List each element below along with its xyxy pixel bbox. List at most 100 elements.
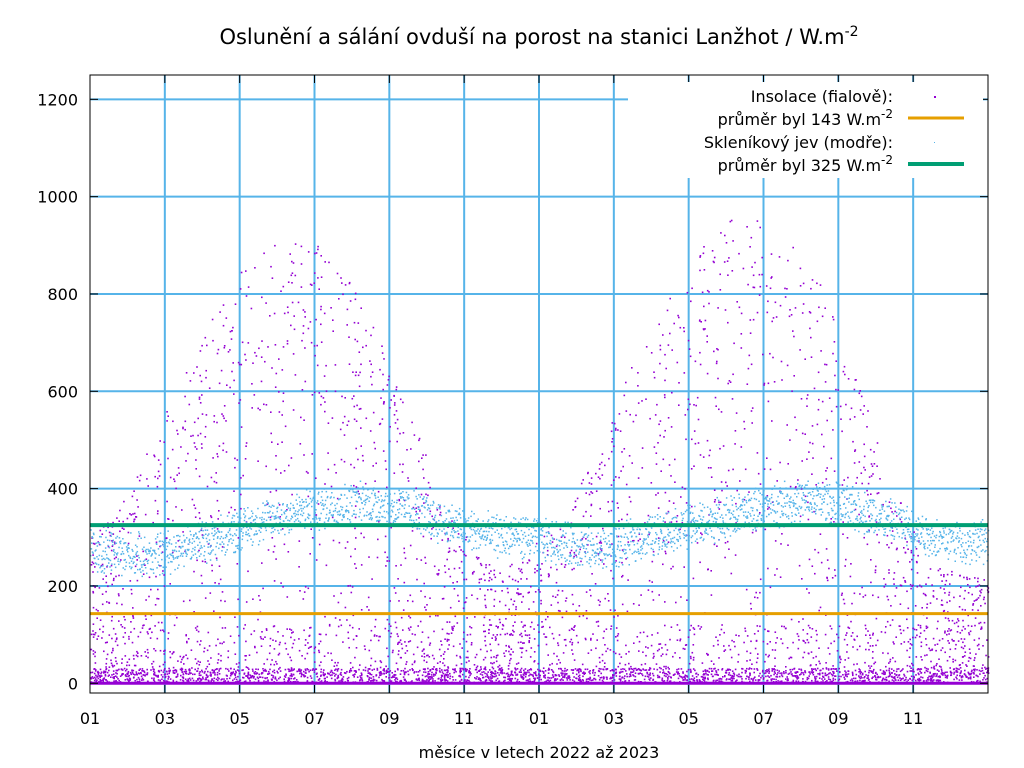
insolation-point-537 bbox=[201, 344, 203, 347]
insolation-point-84 bbox=[380, 397, 382, 399]
insolation-point-4471 bbox=[933, 679, 935, 681]
insolation-point-4177 bbox=[217, 653, 220, 655]
insolation-point-954 bbox=[148, 595, 150, 598]
insolation-point-2671 bbox=[652, 550, 655, 553]
insolation-point-803 bbox=[846, 537, 849, 539]
insolation-point-1416 bbox=[946, 633, 948, 636]
insolation-point-3235 bbox=[906, 664, 909, 667]
insolation-point-12 bbox=[963, 638, 966, 640]
insolation-point-3352 bbox=[587, 472, 589, 475]
insolation-point-2908 bbox=[811, 628, 814, 630]
insolation-point-4627 bbox=[902, 576, 905, 579]
insolation-point-1694 bbox=[378, 635, 380, 638]
insolation-point-4604 bbox=[426, 654, 428, 657]
insolation-point-4779 bbox=[181, 668, 184, 670]
insolation-point-3059 bbox=[348, 646, 350, 649]
insolation-point-1340 bbox=[453, 625, 455, 628]
insolation-point-4101 bbox=[983, 579, 985, 581]
insolation-point-276 bbox=[275, 468, 277, 471]
insolation-point-3485 bbox=[307, 668, 309, 671]
insolation-point-4427 bbox=[592, 670, 594, 672]
insolation-point-1635 bbox=[830, 457, 833, 460]
insolation-point-549 bbox=[215, 472, 217, 474]
insolation-point-4537 bbox=[897, 679, 900, 681]
insolation-point-705 bbox=[278, 643, 281, 646]
insolation-point-2064 bbox=[455, 670, 457, 673]
insolation-point-4327 bbox=[340, 592, 342, 595]
insolation-point-2829 bbox=[640, 669, 642, 672]
insolation-point-4709 bbox=[797, 680, 800, 683]
insolation-point-2578 bbox=[138, 479, 141, 482]
insolation-point-0 bbox=[678, 673, 680, 675]
insolation-point-387 bbox=[812, 671, 815, 673]
insolation-point-106 bbox=[811, 279, 814, 281]
insolation-point-4306 bbox=[423, 477, 425, 479]
insolation-point-1636 bbox=[846, 644, 849, 646]
insolation-point-4935 bbox=[653, 668, 655, 670]
insolation-point-2722 bbox=[250, 307, 253, 310]
insolation-point-3502 bbox=[552, 676, 554, 679]
insolation-point-3648 bbox=[92, 653, 95, 655]
insolation-point-2405 bbox=[303, 675, 305, 677]
insolation-point-2177 bbox=[494, 639, 497, 641]
insolation-point-4487 bbox=[498, 680, 501, 682]
insolation-point-3621 bbox=[629, 673, 632, 676]
insolation-point-3508 bbox=[373, 668, 375, 671]
insolation-point-4059 bbox=[919, 626, 922, 629]
insolation-point-2905 bbox=[344, 547, 347, 549]
insolation-point-3601 bbox=[215, 678, 218, 681]
insolation-point-2800 bbox=[429, 670, 431, 672]
insolation-point-2148 bbox=[633, 642, 635, 644]
insolation-point-4048 bbox=[543, 675, 545, 677]
insolation-point-547 bbox=[130, 588, 133, 591]
insolation-point-4027 bbox=[590, 649, 593, 651]
insolation-point-4316 bbox=[843, 666, 846, 668]
insolation-point-4812 bbox=[354, 527, 356, 530]
insolation-point-316 bbox=[189, 679, 192, 681]
insolation-point-4864 bbox=[553, 679, 556, 682]
insolation-point-2935 bbox=[111, 545, 114, 547]
insolation-point-4839 bbox=[847, 657, 850, 659]
insolation-point-4308 bbox=[743, 428, 746, 430]
insolation-point-3378 bbox=[156, 597, 158, 600]
insolation-point-3693 bbox=[572, 669, 575, 671]
insolation-point-1348 bbox=[232, 326, 234, 329]
insolation-point-3760 bbox=[100, 672, 102, 675]
insolation-point-575 bbox=[885, 669, 888, 672]
insolation-point-3327 bbox=[277, 672, 279, 674]
insolation-point-4710 bbox=[157, 459, 160, 461]
insolation-point-3989 bbox=[340, 458, 343, 461]
insolation-point-4060 bbox=[974, 624, 976, 627]
insolation-point-4881 bbox=[398, 641, 400, 644]
insolation-point-1187 bbox=[282, 635, 284, 637]
insolation-point-1248 bbox=[707, 674, 709, 676]
insolation-point-1389 bbox=[324, 483, 326, 485]
insolation-point-4764 bbox=[248, 678, 251, 680]
insolation-point-4907 bbox=[926, 603, 929, 605]
insolation-point-839 bbox=[589, 672, 591, 675]
insolation-point-2741 bbox=[205, 369, 207, 372]
insolation-point-1919 bbox=[175, 680, 178, 683]
insolation-point-866 bbox=[707, 467, 710, 469]
insolation-point-3893 bbox=[116, 637, 118, 639]
insolation-point-4539 bbox=[261, 296, 263, 299]
insolation-point-4743 bbox=[288, 679, 291, 681]
insolation-point-4569 bbox=[702, 678, 704, 681]
insolation-point-3135 bbox=[912, 636, 914, 639]
insolation-point-318 bbox=[560, 563, 563, 565]
insolation-point-270 bbox=[847, 626, 849, 629]
insolation-point-4232 bbox=[381, 680, 384, 682]
insolation-point-3830 bbox=[197, 678, 199, 680]
insolation-point-2497 bbox=[116, 669, 119, 672]
insolation-point-2109 bbox=[631, 367, 633, 369]
insolation-point-4658 bbox=[630, 668, 632, 670]
insolation-point-3528 bbox=[181, 509, 183, 511]
insolation-point-2250 bbox=[844, 678, 846, 680]
insolation-point-4602 bbox=[669, 680, 672, 682]
insolation-point-3581 bbox=[290, 677, 293, 680]
insolation-point-3928 bbox=[528, 680, 530, 683]
insolation-point-1572 bbox=[497, 626, 499, 628]
insolation-point-4885 bbox=[140, 675, 143, 678]
insolation-point-3939 bbox=[925, 627, 928, 629]
insolation-point-1660 bbox=[718, 657, 720, 659]
